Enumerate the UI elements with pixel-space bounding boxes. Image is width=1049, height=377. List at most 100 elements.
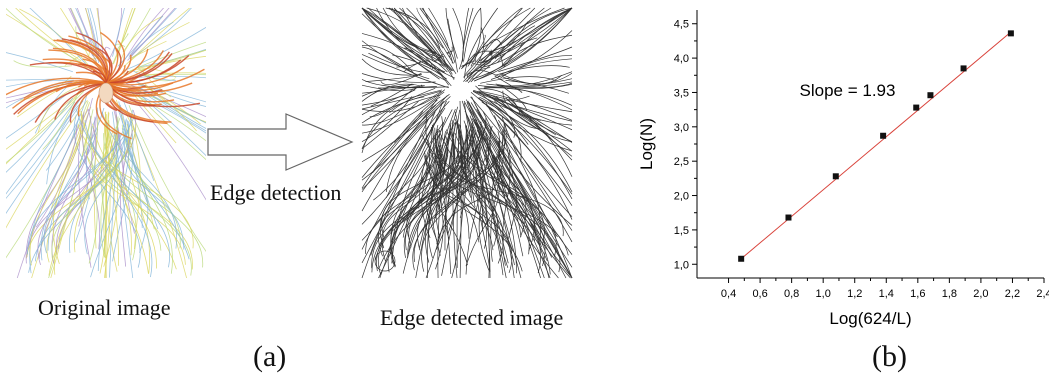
edge-line <box>445 7 458 59</box>
edge-line <box>499 55 573 76</box>
gown-stroke <box>120 129 134 267</box>
edge-line <box>361 84 415 97</box>
edge-line <box>374 250 396 272</box>
x-axis-label: Log(624/L) <box>829 309 911 328</box>
gown-stroke <box>80 111 157 269</box>
edge-line <box>491 147 504 276</box>
edge-line <box>361 84 425 94</box>
edge-line <box>463 27 485 78</box>
edge-line <box>502 125 535 252</box>
edge-line <box>361 7 442 76</box>
sketch-stroke <box>129 40 167 59</box>
edge-line <box>361 91 445 134</box>
sketch-stroke <box>85 8 96 49</box>
data-point <box>880 132 887 139</box>
slope-annotation: Slope = 1.93 <box>800 81 896 100</box>
edge-line <box>495 95 573 143</box>
edge-line <box>489 96 573 152</box>
fit-line <box>740 31 1012 260</box>
gown-stroke <box>103 124 119 267</box>
edge-line <box>361 7 437 54</box>
edge-line <box>361 45 415 75</box>
edge-line <box>443 125 456 181</box>
sketch-stroke <box>97 8 104 60</box>
edge-line <box>480 21 529 64</box>
edge-line <box>475 141 491 272</box>
hair-stroke <box>6 77 107 96</box>
gown-stroke <box>77 124 194 249</box>
edge-line <box>376 7 456 79</box>
gown-stroke <box>100 116 119 258</box>
y-tick-label: 4,0 <box>674 53 689 65</box>
edge-line <box>361 99 438 178</box>
sketch-stroke <box>140 87 206 129</box>
edge-line <box>498 46 573 72</box>
edge-line <box>474 50 494 62</box>
edge-line <box>503 7 573 68</box>
edge-line <box>434 137 452 274</box>
sketch-stroke <box>104 116 107 278</box>
edge-line <box>370 83 413 107</box>
sketch-stroke <box>108 8 123 60</box>
gown-stroke <box>37 127 96 266</box>
x-tick-label: 1,0 <box>816 288 831 300</box>
edge-line <box>361 100 444 190</box>
sketch-stroke <box>6 97 82 199</box>
edge-line <box>366 7 439 57</box>
edge-line <box>459 101 462 279</box>
sketch-stroke <box>121 97 155 182</box>
x-tick-label: 0,6 <box>752 288 767 300</box>
edge-line <box>508 97 557 136</box>
edge-line <box>361 104 437 212</box>
edge-line <box>399 7 453 75</box>
gown-stroke <box>85 136 186 265</box>
edge-line <box>489 51 503 66</box>
hair-stroke <box>92 70 107 84</box>
y-tick-label: 2,0 <box>674 191 689 203</box>
gown-stroke <box>81 126 162 251</box>
original-image <box>6 8 206 278</box>
sketch-stroke <box>141 73 206 76</box>
edge-line <box>361 33 449 86</box>
edge-line <box>361 118 430 279</box>
y-tick-label: 1,0 <box>674 259 689 271</box>
gown-stroke <box>125 119 190 260</box>
edge-line <box>479 92 542 129</box>
edge-line <box>361 96 451 193</box>
edge-line <box>462 7 474 63</box>
edge-line <box>486 105 573 220</box>
edge-line <box>385 7 441 50</box>
edge-line <box>421 7 456 63</box>
edge-line <box>425 131 454 279</box>
gown-stroke <box>97 132 121 272</box>
sketch-stroke <box>127 8 176 61</box>
edge-line <box>361 94 440 149</box>
sketch-stroke <box>117 15 164 67</box>
edge-line <box>502 90 541 121</box>
edge-line <box>507 88 573 111</box>
data-point <box>785 214 792 221</box>
sketch-stroke <box>125 83 206 118</box>
edge-line <box>361 90 442 124</box>
edge-line <box>477 112 573 279</box>
edge-line <box>361 13 440 80</box>
edge-line <box>455 155 480 243</box>
edge-line <box>440 111 459 209</box>
sketch-stroke <box>76 8 97 54</box>
edge-line <box>361 89 446 112</box>
edge-line <box>476 119 551 275</box>
edge-line <box>466 134 491 279</box>
hair-stroke <box>105 65 126 84</box>
edge-line <box>447 18 458 73</box>
edge-line <box>497 140 536 242</box>
edge-line <box>365 74 419 82</box>
edge-line <box>497 83 573 89</box>
edge-line <box>462 7 470 49</box>
edge-line <box>432 152 468 266</box>
gown-stroke <box>88 126 98 264</box>
edge-line <box>506 149 518 243</box>
edge-line <box>361 102 443 241</box>
edge-line <box>403 146 482 258</box>
sketch-stroke <box>137 86 206 124</box>
sketch-stroke <box>70 8 97 63</box>
